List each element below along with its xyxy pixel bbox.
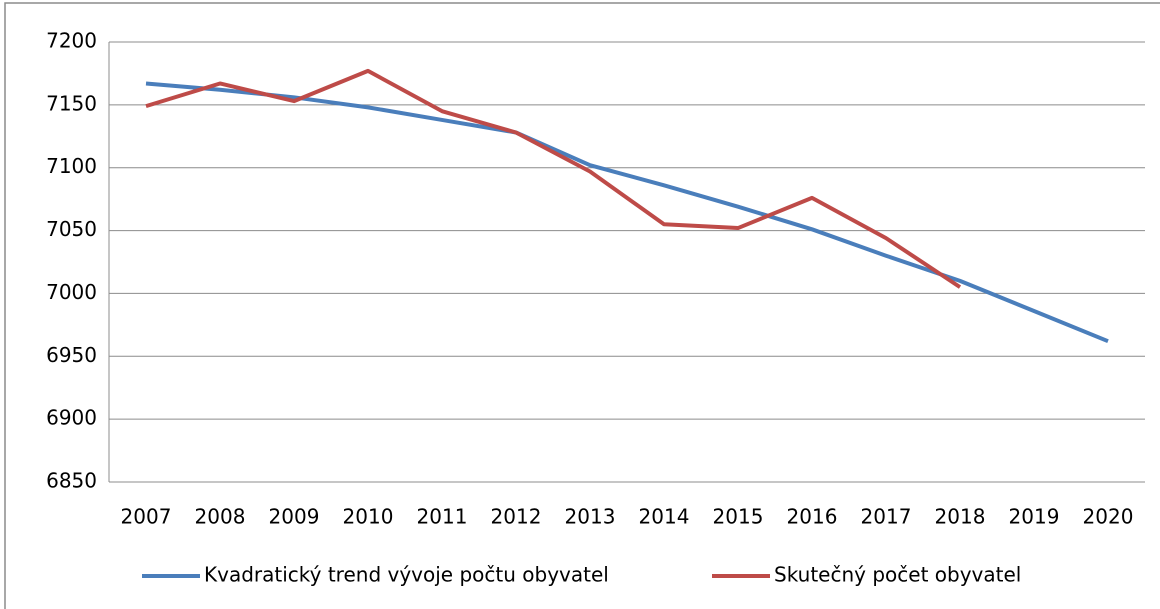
x-tick-label: 2018 (935, 505, 986, 529)
x-tick-label: 2014 (639, 505, 690, 529)
x-tick-label: 2007 (121, 505, 172, 529)
chart-frame (4, 2, 1160, 609)
x-tick-label: 2011 (417, 505, 468, 529)
y-tick-label: 6900 (46, 406, 97, 430)
x-tick-label: 2016 (787, 505, 838, 529)
legend-label: Skutečný počet obyvatel (774, 563, 1021, 587)
x-tick-label: 2020 (1083, 505, 1134, 529)
y-tick-label: 7000 (46, 280, 97, 304)
y-tick-label: 7050 (46, 217, 97, 241)
x-tick-label: 2015 (713, 505, 764, 529)
x-tick-label: 2017 (861, 505, 912, 529)
y-tick-label: 6850 (46, 469, 97, 493)
x-tick-label: 2009 (269, 505, 320, 529)
y-tick-label: 7100 (46, 154, 97, 178)
x-tick-label: 2010 (343, 505, 394, 529)
x-tick-label: 2013 (565, 505, 616, 529)
x-tick-label: 2008 (195, 505, 246, 529)
y-tick-label: 7200 (46, 29, 97, 53)
series-line (145, 68, 962, 289)
y-tick-label: 6950 (46, 343, 97, 367)
x-tick-label: 2012 (491, 505, 542, 529)
legend-label: Kvadratický trend vývoje počtu obyvatel (204, 563, 609, 587)
x-tick-label: 2019 (1009, 505, 1060, 529)
y-tick-label: 7150 (46, 91, 97, 115)
